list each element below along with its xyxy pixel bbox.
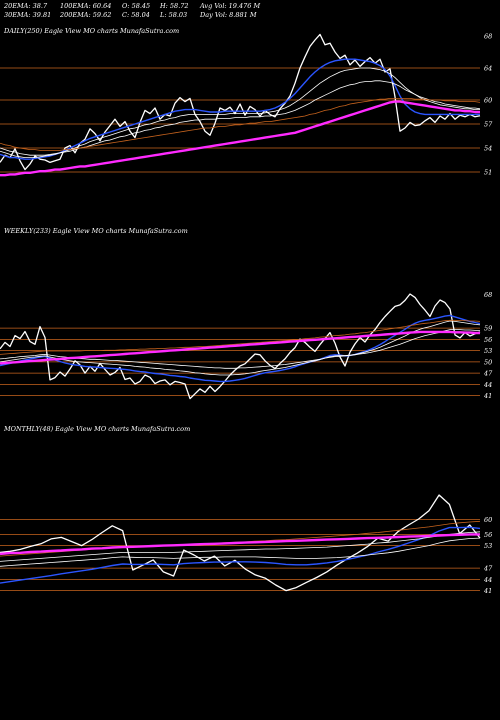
weekly-y-tick-label: 68 xyxy=(484,291,492,299)
stat-200ema: 200EMA: 59.62 xyxy=(59,11,111,19)
monthly-panel-title: MONTHLY(48) Eagle View MO charts MunafaS… xyxy=(3,425,190,433)
stat-avg-vol: Avg Vol: 19.476 M xyxy=(199,2,260,10)
stat-low: L: 58.03 xyxy=(159,11,187,19)
stat-open: O: 58.45 xyxy=(122,2,150,10)
daily-ema-line-2 xyxy=(0,67,480,159)
weekly-ema-200-line-5 xyxy=(0,330,480,365)
stat-close: C: 58.04 xyxy=(122,11,150,19)
monthly-ema-line-3 xyxy=(0,531,481,562)
monthly-ema-fast-line-1 xyxy=(0,526,481,584)
stat-100ema: 100EMA: 60.64 xyxy=(60,2,111,10)
stat-high: H: 58.72 xyxy=(159,2,189,10)
monthly-y-tick-label: 44 xyxy=(483,576,492,584)
monthly-y-tick-label: 53 xyxy=(484,542,492,550)
weekly-y-tick-label: 59 xyxy=(484,325,492,333)
monthly-ema-line-2 xyxy=(0,537,481,567)
weekly-ema-slow-line-4 xyxy=(0,319,481,355)
daily-y-tick-label: 57 xyxy=(484,121,493,129)
monthly-y-tick-label: 60 xyxy=(484,516,492,524)
daily-panel: DAILY(250) Eagle View MO charts MunafaSu… xyxy=(0,27,493,177)
stat-20ema: 20EMA: 38.7 xyxy=(3,2,48,10)
monthly-panel: MONTHLY(48) Eagle View MO charts MunafaS… xyxy=(0,425,493,595)
daily-y-tick-label: 54 xyxy=(484,145,492,153)
weekly-y-tick-label: 50 xyxy=(484,358,492,366)
weekly-panel-title: WEEKLY(233) Eagle View MO charts MunafaS… xyxy=(4,227,188,235)
weekly-y-tick-label: 41 xyxy=(483,392,492,400)
monthly-y-tick-label: 47 xyxy=(483,565,493,573)
daily-ema-fast-line-1 xyxy=(0,58,480,160)
weekly-y-tick-label: 53 xyxy=(484,347,492,355)
weekly-panel: WEEKLY(233) Eagle View MO charts MunafaS… xyxy=(0,227,493,400)
weekly-y-tick-label: 47 xyxy=(483,370,493,378)
daily-y-tick-label: 51 xyxy=(484,169,492,177)
daily-panel-title: DAILY(250) Eagle View MO charts MunafaSu… xyxy=(3,27,179,35)
monthly-y-tick-label: 41 xyxy=(483,587,492,595)
daily-y-tick-label: 68 xyxy=(484,33,492,41)
weekly-y-tick-label: 44 xyxy=(483,381,492,389)
weekly-y-tick-label: 56 xyxy=(484,336,492,344)
daily-y-tick-label: 64 xyxy=(484,65,492,73)
daily-ema-slow-line-4 xyxy=(0,98,481,151)
daily-y-tick-label: 60 xyxy=(484,97,492,105)
daily-ema-200-line-5 xyxy=(0,100,480,177)
weekly-ema-line-2 xyxy=(0,320,481,376)
stat-day-vol: Day Vol: 8.881 M xyxy=(199,11,257,19)
stat-30ema: 30EMA: 39.81 xyxy=(4,11,51,19)
header-stats: 20EMA: 38.7 100EMA: 60.64 O: 58.45 H: 58… xyxy=(3,2,260,19)
monthly-y-tick-label: 56 xyxy=(484,531,492,539)
monthly-ema-200-line-5 xyxy=(0,533,480,556)
